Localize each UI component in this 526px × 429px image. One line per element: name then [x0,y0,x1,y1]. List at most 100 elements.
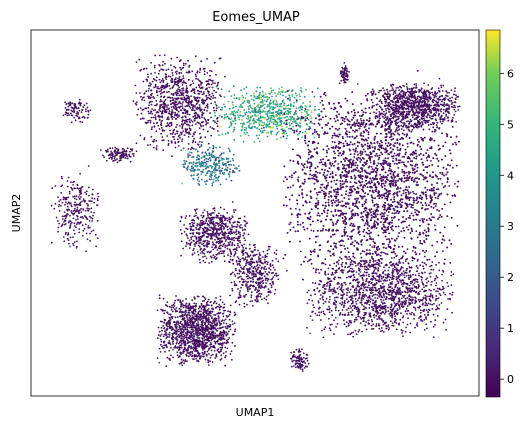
scatter-point [409,191,412,194]
scatter-point [269,126,272,128]
scatter-point [174,83,176,86]
scatter-point [345,185,348,188]
scatter-point [219,126,222,128]
scatter-point [322,209,325,212]
scatter-point [232,130,235,133]
scatter-point [202,112,205,115]
scatter-point [222,164,225,167]
scatter-point [338,215,340,217]
scatter-point [420,201,422,204]
scatter-point [154,71,156,74]
scatter-point [285,90,288,93]
scatter-point [297,117,300,120]
scatter-point [401,156,404,158]
scatter-point [171,118,174,120]
scatter-point [197,173,200,175]
scatter-point [209,126,212,128]
scatter-point [241,106,244,108]
scatter-point [372,252,374,255]
scatter-point [404,252,407,255]
scatter-point [184,81,186,84]
scatter-point [368,225,371,227]
scatter-point [177,88,180,90]
scatter-point [296,128,298,131]
scatter-point [154,114,157,116]
scatter-point [409,232,412,234]
scatter-point [191,141,194,144]
scatter-point [434,205,437,208]
scatter-point [335,183,337,186]
scatter-point [392,155,395,158]
scatter-point [239,135,242,137]
scatter-point [221,167,224,170]
scatter-point [309,115,312,118]
scatter-point [153,86,156,89]
scatter-point [212,169,215,172]
scatter-point [266,98,269,101]
scatter-point [397,218,400,221]
scatter-point [308,125,311,128]
scatter-point [181,103,184,105]
scatter-point [454,141,457,144]
scatter-point [231,101,234,104]
scatter-point [143,138,146,141]
scatter-point [397,203,400,205]
scatter-point [393,212,396,215]
scatter-point [145,78,148,81]
scatter-point [384,202,386,204]
scatter-point [370,179,373,182]
scatter-point [182,163,185,166]
scatter-point [296,116,299,118]
scatter-point [161,106,164,109]
scatter-point [283,121,285,124]
scatter-point [337,201,340,204]
scatter-point [195,103,198,105]
scatter-point [330,107,333,110]
scatter-point [399,149,401,152]
scatter-point [178,72,181,75]
scatter-point [281,120,283,123]
scatter-point [200,124,202,127]
scatter-point [310,117,313,120]
scatter-point [335,193,338,196]
scatter-point [203,155,206,157]
scatter-point [173,116,176,119]
scatter-point [272,126,275,129]
scatter-point [163,129,166,132]
scatter-point [305,111,308,113]
scatter-point [266,120,269,123]
scatter-point [363,203,366,205]
scatter-point [301,163,303,165]
scatter-point [291,95,294,98]
scatter-point [139,118,142,121]
scatter-point [167,124,170,127]
scatter-point [337,163,340,165]
scatter-point [143,99,146,102]
scatter-point [215,169,218,172]
scatter-point [195,75,198,78]
scatter-point [176,94,178,97]
scatter-point [221,172,224,175]
scatter-point [247,134,250,137]
scatter-point [393,152,396,155]
scatter-point [174,80,176,83]
scatter-point [346,99,349,102]
scatter-point [143,93,146,95]
scatter-point [337,149,339,152]
scatter-point [158,72,160,75]
scatter-point [223,169,226,171]
scatter-point [340,258,343,260]
scatter-point [311,122,314,124]
scatter-point [249,111,252,114]
scatter-point [162,149,165,152]
scatter-point [330,164,333,167]
scatter-point [348,131,351,134]
scatter-point [393,244,396,247]
scatter-point [197,176,200,179]
scatter-point [284,107,287,109]
scatter-point [220,157,223,159]
scatter-point [442,166,445,169]
scatter-point [327,182,329,184]
scatter-point [272,100,275,102]
scatter-point [319,101,322,104]
